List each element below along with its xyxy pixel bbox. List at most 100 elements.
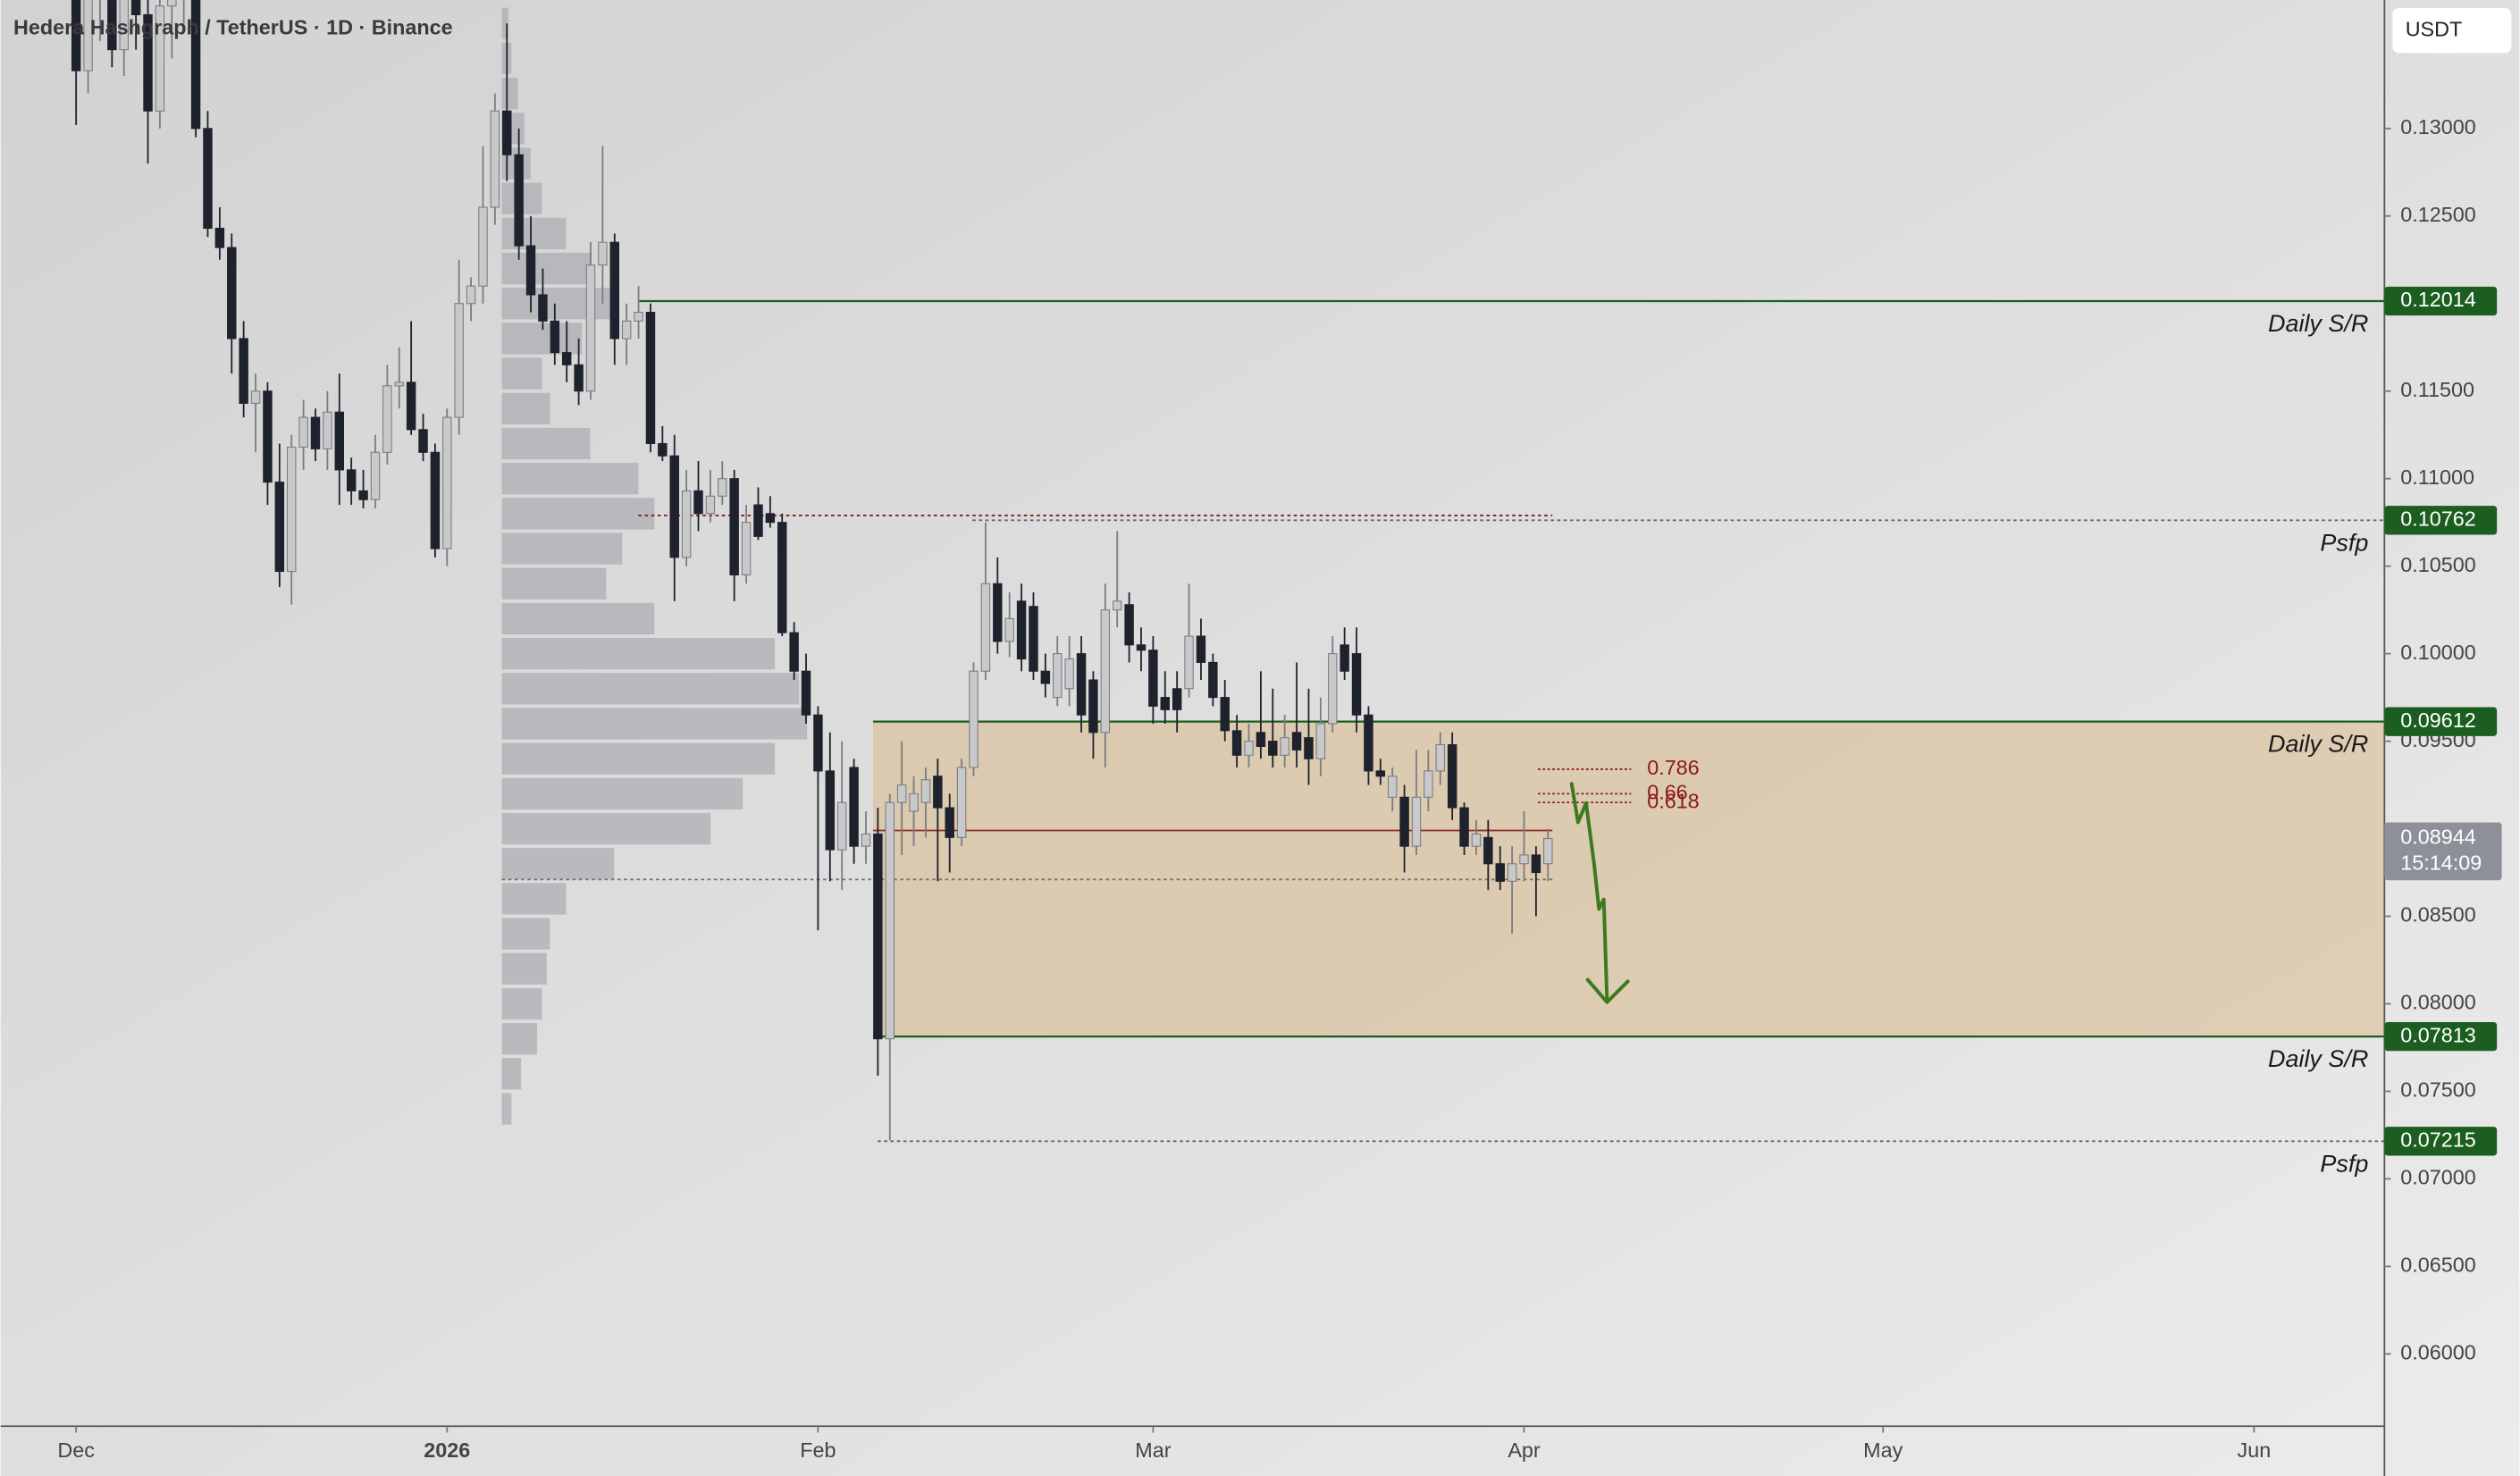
candle-body bbox=[263, 390, 273, 483]
candle-body bbox=[1495, 863, 1505, 882]
candle-body bbox=[83, 0, 93, 71]
candle-body bbox=[956, 767, 967, 838]
currency-button[interactable] bbox=[2392, 7, 2512, 54]
candle-body bbox=[993, 583, 1003, 642]
candle-body bbox=[490, 110, 500, 208]
volume-profile-bar bbox=[501, 708, 808, 740]
candle-body bbox=[358, 490, 368, 500]
candle-body bbox=[203, 128, 213, 230]
candle-body bbox=[107, 0, 117, 51]
candle-body bbox=[969, 670, 979, 768]
candle-body bbox=[896, 784, 907, 803]
candle-body bbox=[1124, 604, 1134, 646]
price-badge-label: 0.12014 bbox=[2400, 288, 2475, 311]
candle-body bbox=[885, 801, 895, 1040]
candle-body bbox=[1304, 737, 1314, 759]
y-tick-label: 0.12500 bbox=[2400, 203, 2475, 226]
candle-body bbox=[1220, 697, 1230, 732]
candle-body bbox=[119, 0, 129, 51]
candle-body bbox=[514, 154, 524, 247]
candle-body bbox=[1291, 732, 1302, 751]
y-tick-label: 0.11500 bbox=[2400, 378, 2474, 401]
fib-label: 0.618 bbox=[1647, 789, 1699, 812]
candle-body bbox=[143, 13, 153, 112]
candle-body bbox=[525, 245, 536, 296]
candle-body bbox=[1459, 807, 1469, 847]
candle-body bbox=[550, 320, 560, 354]
candle-body bbox=[370, 451, 381, 500]
volume-profile-bar bbox=[501, 883, 567, 915]
candle-body bbox=[1315, 723, 1326, 759]
price-badge bbox=[2384, 1127, 2498, 1156]
candle-body bbox=[418, 429, 428, 453]
candle-body bbox=[933, 776, 943, 809]
volume-profile-bar bbox=[501, 673, 800, 705]
candle-body bbox=[718, 478, 727, 497]
countdown-label: 15:14:09 bbox=[2400, 851, 2482, 874]
candle-body bbox=[310, 416, 321, 449]
candle-body bbox=[1231, 730, 1242, 756]
x-tick-label: Dec bbox=[57, 1438, 95, 1462]
y-tick-label: 0.10500 bbox=[2400, 553, 2475, 576]
volume-profile-bar bbox=[501, 498, 655, 530]
price-badge-label: 0.10762 bbox=[2400, 507, 2475, 530]
volume-profile-bar bbox=[501, 952, 547, 985]
candle-body bbox=[538, 294, 548, 322]
volume-profile-bar bbox=[501, 427, 591, 460]
x-tick-label: Jun bbox=[2238, 1438, 2272, 1462]
candle-body bbox=[1280, 737, 1289, 756]
y-tick-label: 0.07000 bbox=[2400, 1166, 2475, 1189]
y-tick-label: 0.13000 bbox=[2400, 115, 2475, 138]
x-tick-label: May bbox=[1863, 1438, 1903, 1462]
candle-body bbox=[239, 338, 248, 404]
candle-body bbox=[394, 382, 404, 387]
price-badge bbox=[2384, 707, 2498, 736]
candle-body bbox=[741, 522, 752, 575]
fib-label: 0.66 bbox=[1647, 781, 1687, 804]
candle-body bbox=[729, 478, 739, 575]
candle-body bbox=[1351, 653, 1362, 716]
candle-body bbox=[945, 807, 954, 838]
candle-body bbox=[406, 382, 416, 431]
candle-body bbox=[1435, 743, 1445, 772]
candle-body bbox=[561, 352, 572, 365]
candle-body bbox=[478, 206, 488, 287]
candle-body bbox=[609, 241, 620, 340]
candle-body bbox=[190, 0, 201, 130]
y-tick-label: 0.10000 bbox=[2400, 641, 2475, 664]
candle-body bbox=[71, 0, 81, 71]
volume-profile-bar bbox=[501, 252, 591, 285]
candle-body bbox=[873, 833, 883, 1040]
candle-body bbox=[980, 583, 991, 672]
candle-body bbox=[454, 303, 464, 418]
candle-body bbox=[1471, 833, 1482, 847]
candle-body bbox=[753, 504, 763, 537]
candle-body bbox=[1064, 658, 1074, 690]
volume-profile-bar bbox=[501, 848, 615, 880]
candle-body bbox=[1387, 776, 1398, 798]
candle-body bbox=[1543, 837, 1553, 865]
zone bbox=[872, 721, 2385, 1037]
volume-profile-bar bbox=[501, 533, 623, 565]
candle-body bbox=[1447, 743, 1457, 809]
candle-body bbox=[1040, 670, 1051, 684]
level-label: Psfp bbox=[2320, 1150, 2368, 1177]
candle-body bbox=[693, 490, 703, 515]
candle-body bbox=[861, 833, 871, 847]
candle-body bbox=[681, 490, 692, 558]
candle-body bbox=[167, 0, 177, 7]
volume-profile-bar bbox=[501, 288, 615, 320]
currency-label[interactable]: USDT bbox=[2406, 17, 2463, 40]
candle-body bbox=[1507, 863, 1517, 882]
candle-body bbox=[825, 770, 836, 851]
candle-body bbox=[1112, 600, 1122, 611]
candle-body bbox=[1244, 741, 1254, 756]
candle-body bbox=[1136, 644, 1147, 651]
price-badge-label: 0.07813 bbox=[2400, 1023, 2475, 1046]
volume-profile-bar bbox=[501, 742, 776, 775]
candle-body bbox=[502, 110, 512, 155]
candle-body bbox=[645, 312, 656, 445]
y-tick-label: 0.07500 bbox=[2400, 1078, 2475, 1102]
candle-body bbox=[1053, 653, 1063, 699]
